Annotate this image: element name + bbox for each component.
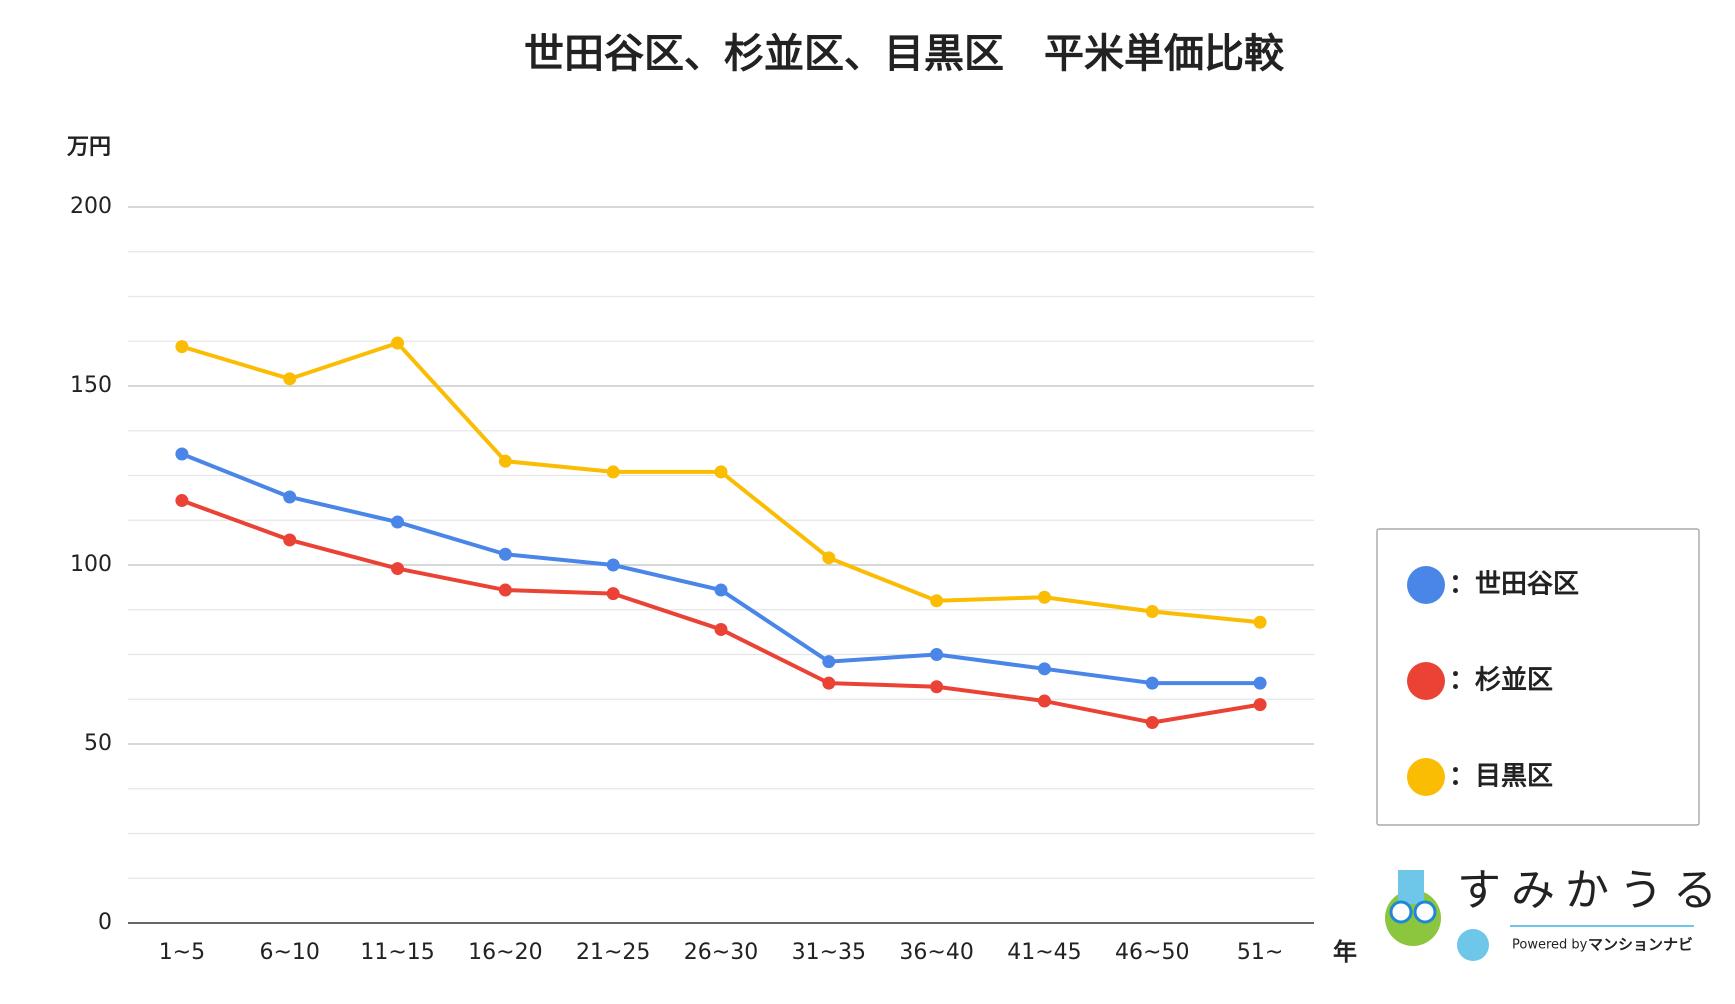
data-point (498, 583, 512, 597)
data-point (391, 562, 405, 576)
logo-icon (1398, 870, 1424, 904)
y-tick-label: 150 (70, 373, 112, 398)
y-tick-label: 50 (84, 731, 112, 756)
logo-powered: Powered by (1512, 938, 1588, 953)
x-tick-label: 21~25 (576, 940, 650, 965)
legend-label: ：目黒区 (1449, 762, 1553, 792)
data-point (606, 587, 620, 601)
data-point (283, 490, 297, 504)
x-tick-label: 1~5 (159, 940, 205, 965)
x-tick-label: 26~30 (684, 940, 758, 965)
data-point (283, 533, 297, 547)
logo-icon (1389, 900, 1413, 924)
logo-name: すみかうる (1457, 865, 1727, 916)
data-point (1145, 676, 1159, 690)
data-point (930, 594, 944, 608)
data-point (1037, 590, 1051, 604)
data-point (606, 465, 620, 479)
legend-label: ：杉並区 (1449, 666, 1553, 696)
data-point (714, 583, 728, 597)
data-point (930, 648, 944, 661)
data-point (606, 558, 620, 572)
data-point (1253, 615, 1267, 629)
x-tick-label: 36~40 (899, 940, 973, 965)
x-axis-label: 年 (1333, 938, 1357, 966)
data-point (391, 515, 405, 529)
y-tick-label: 100 (70, 552, 112, 577)
x-tick-label: 46~50 (1115, 940, 1189, 965)
data-point (822, 676, 836, 690)
data-point (822, 551, 836, 565)
y-axis-label: 万円 (66, 135, 111, 160)
data-point (1145, 716, 1159, 730)
data-point (1253, 676, 1267, 690)
x-tick-label: 51~ (1237, 940, 1283, 965)
logo-brand: マンションナビ (1588, 936, 1693, 954)
logo: すみかうる Powered by マンションナビ (1385, 865, 1727, 961)
legend-swatch (1407, 566, 1445, 604)
data-point (1037, 694, 1051, 708)
data-point (714, 622, 728, 636)
data-point (1145, 605, 1159, 619)
x-tick-label: 16~20 (468, 940, 542, 965)
data-point (391, 336, 405, 350)
y-tick-label: 0 (98, 910, 112, 935)
x-tick-label: 31~35 (792, 940, 866, 965)
data-point (283, 372, 297, 386)
chart-title: 世田谷区、杉並区、目黒区 平米単価比較 (524, 31, 1285, 77)
data-point (1037, 662, 1051, 676)
data-point (822, 655, 836, 669)
legend-box (1376, 528, 1700, 826)
data-point (1253, 698, 1267, 712)
data-point (175, 447, 189, 461)
legend-swatch (1407, 662, 1445, 700)
x-tick-label: 41~45 (1007, 940, 1081, 965)
x-tick-label: 6~10 (260, 940, 320, 965)
x-tick-label: 11~15 (360, 940, 434, 965)
legend-swatch (1407, 758, 1445, 796)
data-point (175, 340, 189, 354)
data-point (498, 547, 512, 561)
y-tick-label: 200 (70, 194, 112, 219)
logo-icon (1413, 900, 1437, 924)
data-point (930, 680, 944, 694)
data-point (498, 454, 512, 468)
data-point (714, 465, 728, 479)
logo-icon (1457, 929, 1489, 961)
legend-label: ：世田谷区 (1449, 570, 1579, 600)
data-point (175, 494, 189, 508)
